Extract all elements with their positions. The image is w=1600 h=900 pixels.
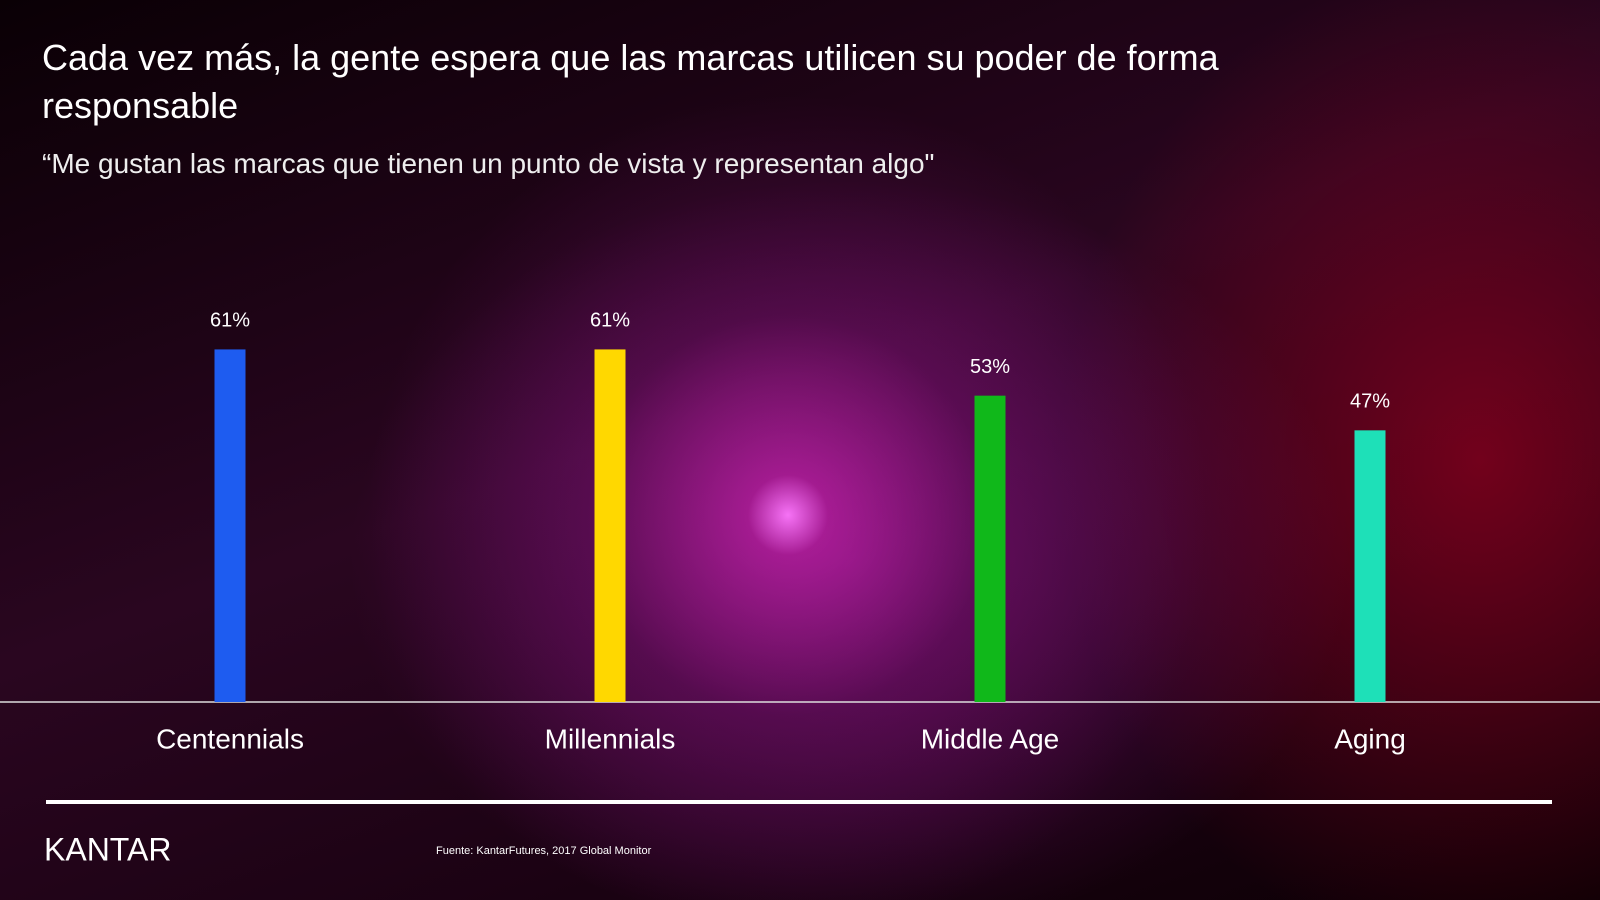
bar	[974, 395, 1006, 702]
x-tick-label: Millennials	[545, 723, 676, 754]
value-label: 47%	[1350, 391, 1390, 413]
bar	[1354, 430, 1386, 702]
value-label: 61%	[590, 310, 630, 332]
value-label: 53%	[970, 356, 1010, 378]
x-tick-label: Aging	[1334, 723, 1406, 754]
x-tick-label: Middle Age	[921, 723, 1060, 754]
bar	[594, 349, 626, 702]
bar	[214, 349, 246, 702]
chart-subtitle: “Me gustan las marcas que tienen un punt…	[42, 148, 935, 179]
x-tick-label: Centennials	[156, 723, 304, 754]
chart-title: Cada vez más, la gente espera que las ma…	[42, 37, 1219, 126]
source: Fuente: KantarFutures, 2017 Global Monit…	[436, 845, 652, 857]
logo: KANTAR	[44, 831, 171, 867]
value-label: 61%	[210, 310, 250, 332]
